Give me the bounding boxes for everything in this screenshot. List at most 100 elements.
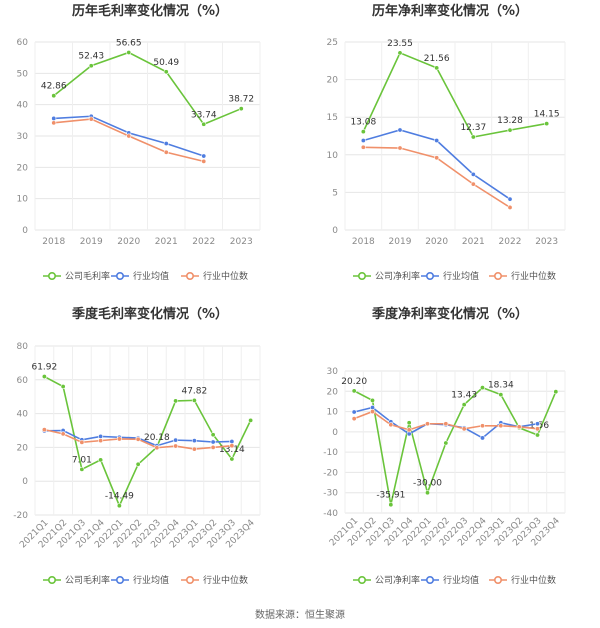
series-line-1: [53, 51, 242, 126]
legend-label: 行业中位数: [511, 574, 556, 586]
data-point: [88, 63, 94, 69]
data-point: [406, 427, 412, 433]
legend-label: 行业均值: [133, 574, 169, 586]
data-point: [443, 421, 449, 427]
y-tick-label: 30: [17, 132, 29, 142]
data-point: [360, 144, 366, 150]
data-point: [534, 432, 540, 438]
data-point: [397, 145, 403, 151]
data-point: [51, 120, 57, 126]
data-point: [79, 439, 85, 445]
data-point: [424, 490, 430, 496]
data-label: 52.43: [78, 52, 104, 62]
series-line-1: [362, 51, 547, 138]
y-tick-label: 50: [17, 69, 29, 79]
data-point: [210, 444, 216, 450]
data-label: 61.92: [31, 363, 57, 373]
data-point: [191, 397, 197, 403]
chart-title: 历年毛利率变化情况（%）: [72, 3, 228, 19]
data-point: [79, 466, 85, 472]
data-point: [135, 436, 141, 442]
data-point: [470, 171, 476, 177]
x-tick-label: 2023: [230, 237, 253, 247]
legend-label: 行业中位数: [203, 270, 248, 282]
data-point: [516, 424, 522, 430]
legend-label: 公司毛利率: [65, 270, 110, 282]
data-label: 33.74: [191, 110, 217, 120]
y-tick-label: -20: [323, 468, 338, 478]
data-label: 23.55: [387, 39, 413, 49]
data-point: [51, 115, 57, 121]
data-label: -35.91: [376, 491, 405, 501]
data-point: [461, 402, 467, 408]
data-point: [116, 436, 122, 442]
legend-swatch-marker: [493, 575, 502, 584]
y-tick-label: -20: [13, 511, 28, 521]
data-point: [544, 121, 550, 127]
data-point: [479, 385, 485, 391]
legend-swatch-marker: [357, 575, 366, 584]
y-tick-label: 30: [327, 367, 339, 377]
data-label: 42.86: [41, 82, 67, 92]
data-point: [498, 423, 504, 429]
data-point: [479, 423, 485, 429]
data-point: [173, 443, 179, 449]
data-label: 50.49: [153, 58, 179, 68]
data-point: [98, 457, 104, 463]
legend-label: 公司毛利率: [65, 574, 110, 586]
x-tick-label: 2018: [42, 237, 65, 247]
legend-label: 公司净利率: [375, 270, 420, 282]
data-point: [351, 388, 357, 394]
data-point: [191, 438, 197, 444]
y-tick-label: 10: [327, 408, 339, 418]
x-tick-label: 2022: [499, 237, 522, 247]
data-label: 12.37: [460, 123, 486, 133]
x-tick-label: 2022: [192, 237, 215, 247]
data-label: 13.28: [497, 116, 523, 126]
legend-label: 行业均值: [443, 270, 479, 282]
data-label: -30.00: [413, 479, 442, 489]
data-point: [498, 392, 504, 398]
data-label: -14.49: [105, 492, 134, 502]
data-point: [116, 503, 122, 509]
legend-swatch-marker: [493, 271, 502, 280]
data-point: [173, 398, 179, 404]
chart-title: 季度净利率变化情况（%）: [371, 306, 528, 322]
data-point: [163, 141, 169, 147]
data-point: [507, 127, 513, 133]
data-point: [369, 397, 375, 403]
y-tick-label: -10: [323, 448, 338, 458]
legend-label: 行业均值: [443, 574, 479, 586]
legend-swatch-marker: [47, 271, 56, 280]
legend-swatch-marker: [186, 575, 195, 584]
x-tick-label: 2019: [80, 237, 103, 247]
data-point: [507, 204, 513, 210]
data-point: [369, 409, 375, 415]
data-point: [60, 384, 66, 390]
data-point: [201, 153, 207, 159]
data-point: [210, 432, 216, 438]
y-tick-label: 25: [327, 38, 338, 48]
y-tick-label: 80: [17, 342, 29, 352]
y-tick-label: 15: [327, 113, 338, 123]
legend-label: 行业中位数: [511, 270, 556, 282]
data-label: 38.72: [228, 95, 254, 105]
source-note: 数据来源：恒生聚源: [255, 608, 345, 621]
data-point: [154, 445, 160, 451]
data-point: [388, 422, 394, 428]
y-tick-label: 40: [17, 410, 29, 420]
chart-panel-2: 历年净利率变化情况（%） 0 5 10 15 20 25 2018 2019 2020 2021 20…: [327, 3, 566, 282]
series-line-1: [43, 375, 252, 508]
y-tick-label: -30: [323, 489, 338, 499]
y-tick-label: 20: [327, 387, 339, 397]
legend-swatch-marker: [116, 271, 125, 280]
y-tick-label: 20: [327, 76, 339, 86]
legend-label: 行业均值: [133, 270, 169, 282]
data-point: [534, 421, 540, 427]
y-tick-label: 10: [17, 195, 29, 205]
x-tick-label: 2018: [352, 237, 375, 247]
data-point: [351, 409, 357, 415]
data-point: [163, 149, 169, 155]
data-point: [98, 433, 104, 439]
